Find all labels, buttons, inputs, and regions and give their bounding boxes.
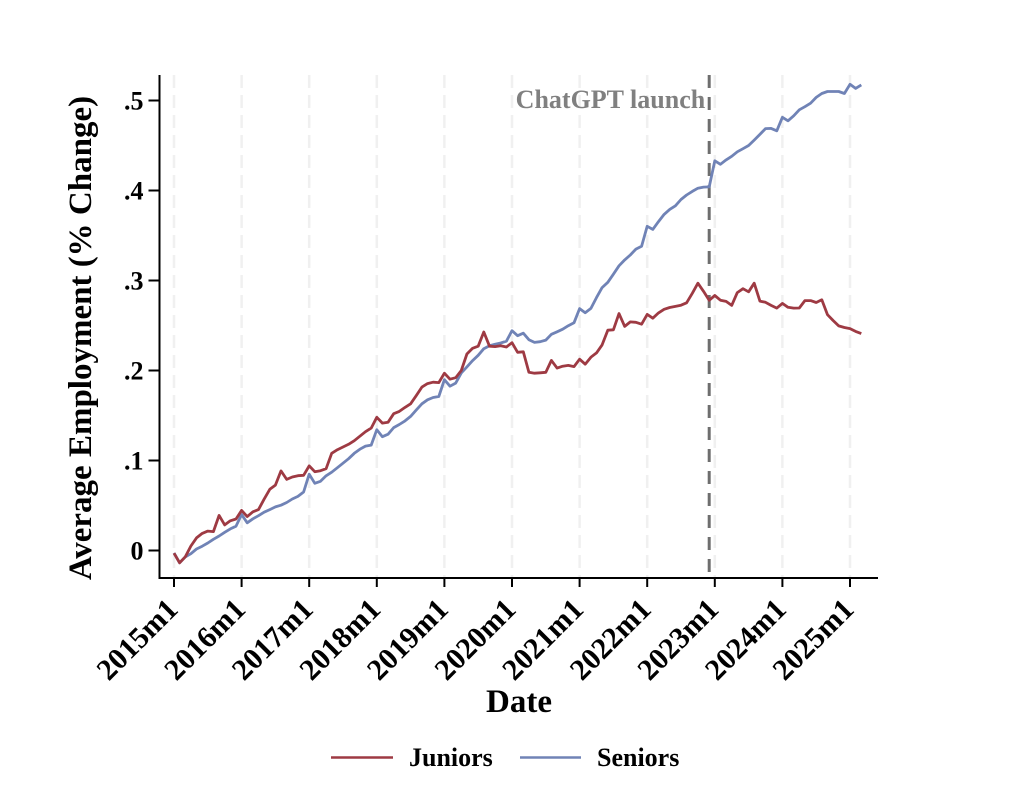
svg-text:.2: .2 (124, 357, 144, 386)
svg-text:Seniors: Seniors (597, 743, 679, 772)
svg-text:Average Employment (% Change): Average Employment (% Change) (63, 96, 99, 580)
svg-text:.3: .3 (124, 267, 144, 296)
svg-text:.1: .1 (124, 447, 144, 476)
svg-text:.4: .4 (124, 177, 144, 206)
svg-text:ChatGPT launch: ChatGPT launch (516, 85, 706, 114)
svg-text:Juniors: Juniors (409, 743, 493, 772)
svg-text:.5: .5 (124, 87, 144, 116)
svg-text:Date: Date (486, 684, 552, 720)
svg-text:0: 0 (131, 537, 144, 566)
